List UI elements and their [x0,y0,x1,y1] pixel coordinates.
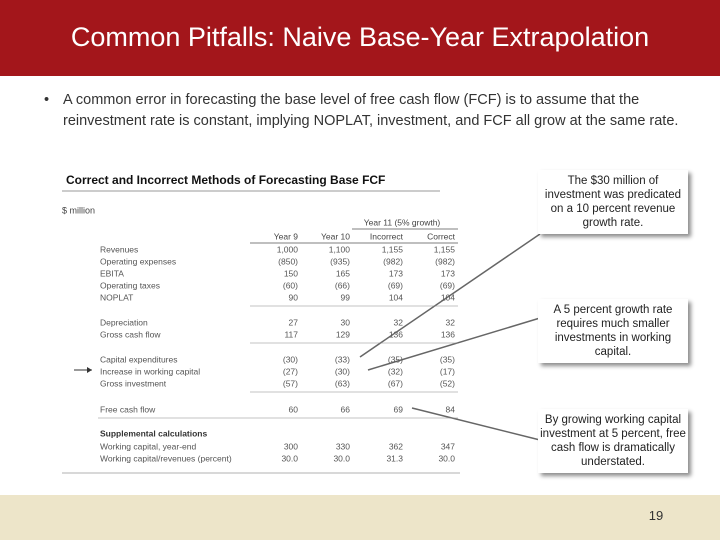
cell: (935) [330,256,350,266]
cell: 117 [284,329,298,339]
cell: (850) [278,256,298,266]
cell: 1,155 [382,244,404,254]
slide-title: Common Pitfalls: Naive Base-Year Extrapo… [70,22,650,52]
cell: (32) [388,366,403,376]
section-heading: Supplemental calculations [100,428,207,438]
cell: 165 [336,268,350,278]
page-number: 19 [648,508,664,523]
row-label: EBITA [100,268,124,278]
cell: (27) [283,366,298,376]
cell: (57) [283,378,298,388]
cell: 32 [394,317,404,327]
callout: The $30 million of investment was predic… [538,170,688,234]
cell: 173 [441,268,455,278]
row-label: Capital expenditures [100,354,178,364]
column-header: Incorrect [370,231,404,241]
group-header: Year 11 (5% growth) [364,217,441,227]
cell: 150 [284,268,298,278]
cell: 1,000 [277,244,299,254]
row-label: Revenues [100,244,138,254]
row-label: Working capital/revenues (percent) [100,453,232,463]
cell: (63) [335,378,350,388]
bullet: • A common error in forecasting the base … [44,90,684,132]
cell: 27 [289,317,299,327]
cell: 30.0 [438,453,455,463]
table-caption: Correct and Incorrect Methods of Forecas… [66,173,385,187]
cell: (60) [283,280,298,290]
cell: 136 [441,329,455,339]
cell: 30.0 [333,453,350,463]
row-label: Gross investment [100,378,167,388]
cell: 173 [389,268,403,278]
column-header: Year 10 [321,231,350,241]
cell: 84 [446,404,456,414]
cell: 30.0 [281,453,298,463]
callout: A 5 percent growth rate requires much sm… [538,299,688,363]
row-label: Gross cash flow [100,329,161,339]
cell: 104 [389,292,403,302]
cell: 31.3 [386,453,403,463]
cell: 330 [336,441,350,451]
cell: 99 [341,292,351,302]
row-label: Operating taxes [100,280,160,290]
cell: (66) [335,280,350,290]
cell: (35) [440,354,455,364]
cell: (52) [440,378,455,388]
row-label: Increase in working capital [100,366,200,376]
cell: 136 [389,329,403,339]
table-unit: $ million [62,205,95,215]
cell: 32 [446,317,456,327]
cell: 300 [284,441,298,451]
cell: 129 [336,329,350,339]
footer-bar [0,495,720,540]
cell: 1,155 [434,244,456,254]
cell: (33) [335,354,350,364]
cell: 69 [394,404,404,414]
row-label: Free cash flow [100,404,156,414]
cell: (30) [283,354,298,364]
row-label: Working capital, year-end [100,441,196,451]
cell: (30) [335,366,350,376]
cell: 1,100 [329,244,351,254]
cell: (69) [440,280,455,290]
row-label: NOPLAT [100,292,133,302]
cell: (67) [388,378,403,388]
row-label: Depreciation [100,317,148,327]
cell: (982) [383,256,403,266]
cell: (35) [388,354,403,364]
cell: (982) [435,256,455,266]
cell: 347 [441,441,455,451]
bullet-text: A common error in forecasting the base l… [63,92,679,129]
cell: 90 [289,292,299,302]
cell: 66 [341,404,351,414]
cell: 104 [441,292,455,302]
row-label: Operating expenses [100,256,176,266]
cell: 362 [389,441,403,451]
callout: By growing working capital investment at… [538,409,688,473]
cell: 60 [289,404,299,414]
column-header: Correct [427,231,456,241]
cell: (69) [388,280,403,290]
cell: (17) [440,366,455,376]
column-header: Year 9 [274,231,299,241]
header-bar [0,0,720,76]
cell: 30 [341,317,351,327]
